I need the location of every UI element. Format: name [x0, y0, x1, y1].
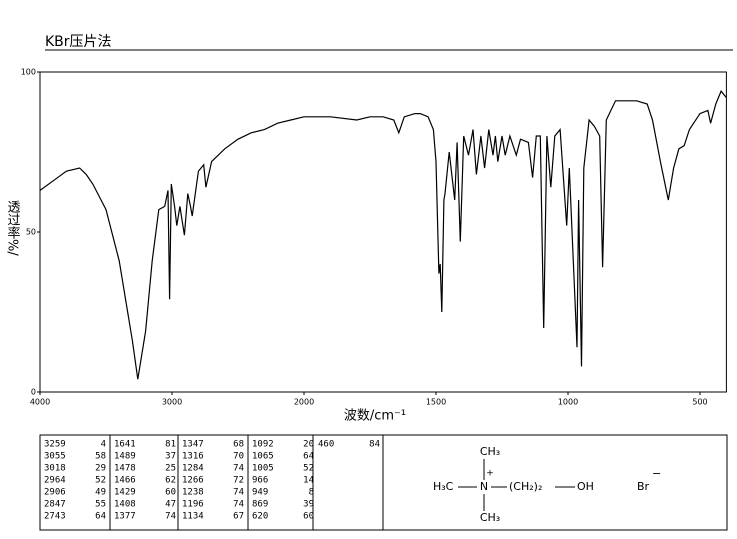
- peak-transmittance: 55: [95, 500, 106, 510]
- bonds: [458, 459, 575, 511]
- peak-transmittance: 52: [95, 476, 106, 486]
- peak-transmittance: 47: [165, 500, 176, 510]
- peak-wavenumber: 1284: [182, 464, 204, 474]
- peak-transmittance: 84: [369, 440, 380, 450]
- peak-transmittance: 20: [303, 440, 314, 450]
- peak-wavenumber: 1092: [252, 440, 274, 450]
- peak-transmittance: 74: [233, 464, 244, 474]
- hydroxyl: OH: [577, 480, 594, 493]
- peak-wavenumber: 3259: [44, 440, 66, 450]
- spectrum-line: [39, 90, 727, 380]
- peak-wavenumber: 2906: [44, 488, 66, 498]
- x-tick-label: 3000: [162, 398, 182, 407]
- peak-wavenumber: 1429: [114, 488, 136, 498]
- peak-transmittance: 72: [233, 476, 244, 486]
- peak-transmittance: 68: [233, 440, 244, 450]
- peak-transmittance: 62: [165, 476, 176, 486]
- chart-title: KBr压片法: [45, 34, 112, 50]
- peak-transmittance: 8: [309, 488, 314, 498]
- y-tick-label: 0: [31, 388, 36, 397]
- bottom-methyl: CH₃: [480, 511, 500, 524]
- chain: (CH₂)₂: [509, 480, 542, 493]
- peak-wavenumber: 869: [252, 500, 268, 510]
- peak-wavenumber: 1377: [114, 512, 136, 522]
- y-tick-label: 50: [26, 228, 36, 237]
- peak-transmittance: 67: [233, 512, 244, 522]
- peak-transmittance: 60: [165, 488, 176, 498]
- peak-transmittance: 37: [165, 452, 176, 462]
- peak-wavenumber: 1347: [182, 440, 204, 450]
- anion-charge: −: [652, 467, 661, 480]
- peak-wavenumber: 966: [252, 476, 268, 486]
- peak-transmittance: 64: [95, 512, 106, 522]
- peak-wavenumber: 1466: [114, 476, 136, 486]
- peak-wavenumber: 949: [252, 488, 268, 498]
- peak-wavenumber: 1641: [114, 440, 136, 450]
- peak-transmittance: 74: [165, 512, 176, 522]
- peak-wavenumber: 1408: [114, 500, 136, 510]
- peak-transmittance: 58: [95, 452, 106, 462]
- peak-wavenumber: 1316: [182, 452, 204, 462]
- left-methyl: H₃C: [433, 480, 454, 493]
- x-tick-label: 1000: [558, 398, 578, 407]
- x-tick-label: 1500: [426, 398, 446, 407]
- peak-transmittance: 60: [303, 512, 314, 522]
- x-axis-label: 波数/cm⁻¹: [344, 409, 406, 424]
- charge: +: [486, 469, 494, 479]
- peak-wavenumber: 1266: [182, 476, 204, 486]
- x-tick-label: 500: [692, 398, 707, 407]
- peak-wavenumber: 1238: [182, 488, 204, 498]
- peak-transmittance: 74: [233, 500, 244, 510]
- top-methyl: CH₃: [480, 445, 500, 458]
- x-tick-label: 4000: [30, 398, 50, 407]
- peak-wavenumber: 2847: [44, 500, 66, 510]
- peak-wavenumber: 620: [252, 512, 268, 522]
- peak-transmittance: 64: [303, 452, 314, 462]
- nitrogen: N: [480, 480, 488, 493]
- peak-transmittance: 29: [95, 464, 106, 474]
- peak-transmittance: 52: [303, 464, 314, 474]
- x-tick-label: 2000: [294, 398, 314, 407]
- y-tick-label: 100: [21, 68, 36, 77]
- peak-transmittance: 4: [101, 440, 106, 450]
- peak-transmittance: 39: [303, 500, 314, 510]
- peak-wavenumber: 1196: [182, 500, 204, 510]
- peak-transmittance: 49: [95, 488, 106, 498]
- y-axis-label: 透过率%/: [5, 200, 21, 256]
- anion: Br: [637, 480, 650, 493]
- peak-wavenumber: 3055: [44, 452, 66, 462]
- peak-wavenumber: 2964: [44, 476, 66, 486]
- peak-wavenumber: 1478: [114, 464, 136, 474]
- peak-transmittance: 74: [233, 488, 244, 498]
- peak-wavenumber: 1134: [182, 512, 204, 522]
- peak-transmittance: 14: [303, 476, 314, 486]
- peak-transmittance: 25: [165, 464, 176, 474]
- peak-wavenumber: 1005: [252, 464, 274, 474]
- peak-wavenumber: 1065: [252, 452, 274, 462]
- peak-wavenumber: 2743: [44, 512, 66, 522]
- table-dividers: [109, 435, 384, 530]
- peak-wavenumber: 3018: [44, 464, 66, 474]
- peak-wavenumber: 1489: [114, 452, 136, 462]
- peak-transmittance: 70: [233, 452, 244, 462]
- peak-transmittance: 81: [165, 440, 176, 450]
- peak-wavenumber: 460: [318, 440, 334, 450]
- structure: CH₃ + H₃C N (CH₂)₂ OH Br − CH₃: [433, 445, 661, 524]
